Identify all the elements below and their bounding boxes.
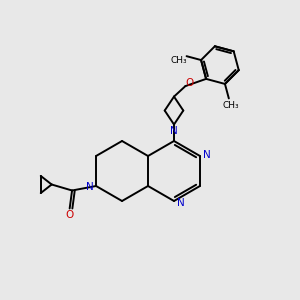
Text: N: N	[203, 149, 211, 160]
Text: O: O	[65, 210, 74, 220]
Text: N: N	[85, 182, 93, 193]
Text: N: N	[177, 197, 184, 208]
Text: CH₃: CH₃	[171, 56, 188, 65]
Text: N: N	[170, 126, 178, 136]
Text: CH₃: CH₃	[222, 100, 238, 109]
Text: O: O	[186, 78, 194, 88]
